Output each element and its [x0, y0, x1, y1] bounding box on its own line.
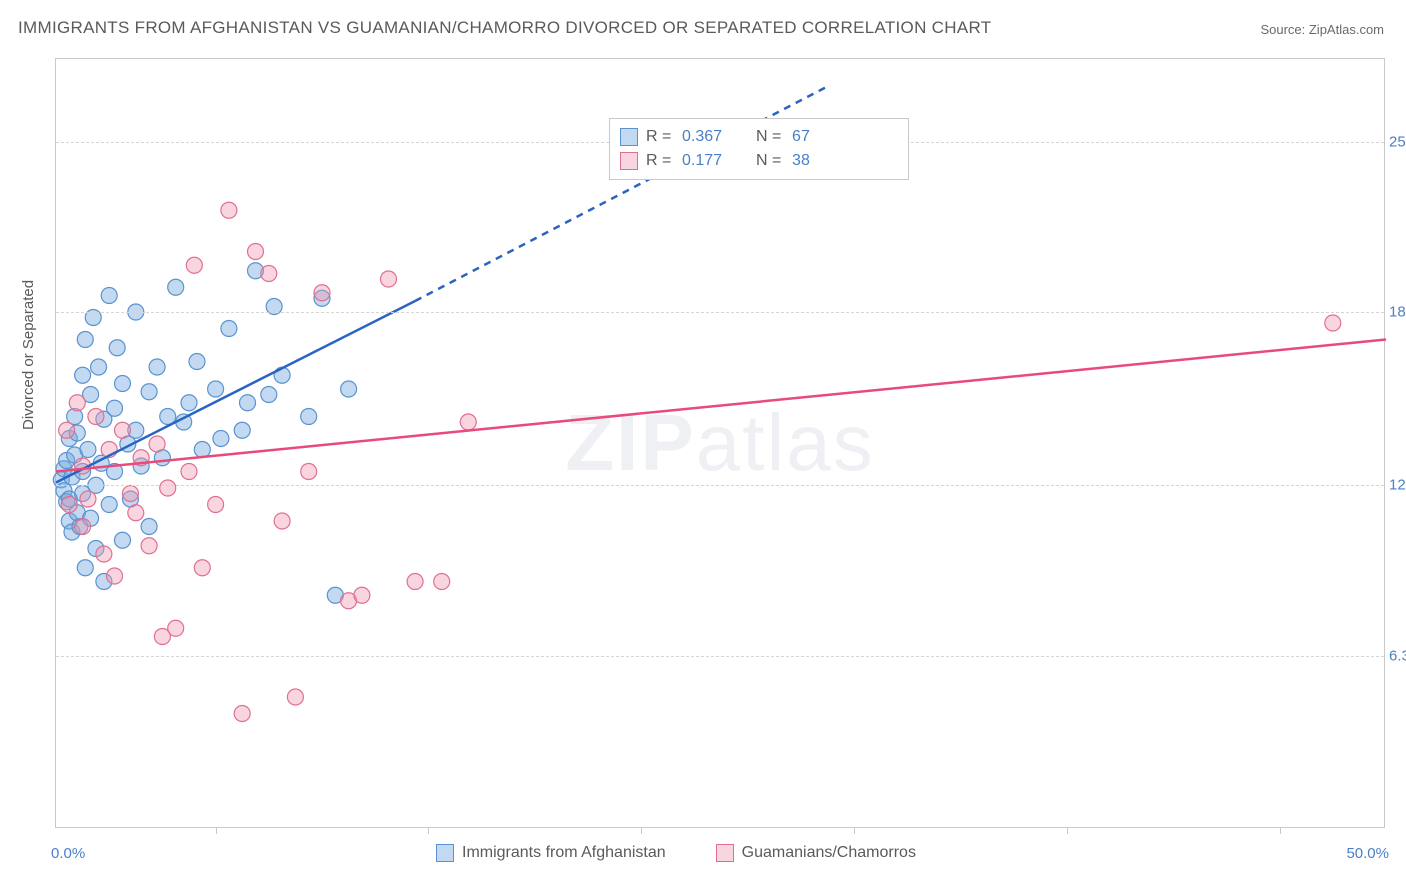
- data-point: [115, 422, 131, 438]
- x-tick-mark: [1067, 827, 1068, 834]
- y-tick-label: 12.5%: [1389, 477, 1406, 494]
- data-point: [149, 436, 165, 452]
- data-point: [189, 354, 205, 370]
- y-tick-label: 25.0%: [1389, 133, 1406, 150]
- data-point: [341, 381, 357, 397]
- r-value: 0.367: [682, 128, 722, 146]
- data-point: [109, 340, 125, 356]
- legend-correlation-box: R = 0.367 N = 67 R = 0.177 N = 38: [609, 118, 909, 180]
- data-point: [61, 497, 77, 513]
- data-point: [234, 706, 250, 722]
- legend-row-series1: R = 0.367 N = 67: [620, 125, 898, 149]
- data-point: [194, 560, 210, 576]
- data-point: [261, 266, 277, 282]
- data-point: [115, 532, 131, 548]
- data-point: [301, 409, 317, 425]
- source-attribution: Source: ZipAtlas.com: [1260, 22, 1384, 37]
- legend-swatch-pink: [716, 844, 734, 862]
- gridline-h: [56, 656, 1384, 657]
- legend-label: Guamanians/Chamorros: [742, 844, 916, 862]
- data-point: [186, 257, 202, 273]
- data-point: [234, 422, 250, 438]
- legend-item-series1: Immigrants from Afghanistan: [436, 844, 666, 862]
- data-point: [181, 464, 197, 480]
- data-point: [287, 689, 303, 705]
- data-point: [261, 387, 277, 403]
- x-tick-mark: [854, 827, 855, 834]
- data-point: [107, 568, 123, 584]
- r-label: R =: [646, 152, 674, 170]
- data-point: [168, 620, 184, 636]
- data-point: [1325, 315, 1341, 331]
- data-point: [115, 376, 131, 392]
- data-point: [128, 505, 144, 521]
- y-tick-label: 6.3%: [1389, 647, 1406, 664]
- r-value: 0.177: [682, 152, 722, 170]
- data-point: [460, 414, 476, 430]
- data-point: [77, 560, 93, 576]
- data-point: [88, 409, 104, 425]
- data-point: [213, 431, 229, 447]
- data-point: [274, 367, 290, 383]
- x-tick-mark: [216, 827, 217, 834]
- data-point: [96, 546, 112, 562]
- n-value: 38: [792, 152, 810, 170]
- data-point: [141, 538, 157, 554]
- legend-row-series2: R = 0.177 N = 38: [620, 149, 898, 173]
- x-tick-max: 50.0%: [1346, 845, 1389, 862]
- chart-plot-area: ZIPatlas 6.3%12.5%18.8%25.0% 0.0% 50.0% …: [55, 58, 1385, 828]
- data-point: [75, 367, 91, 383]
- legend-series-box: Immigrants from Afghanistan Guamanians/C…: [436, 844, 916, 862]
- legend-swatch-blue: [436, 844, 454, 862]
- data-point: [240, 395, 256, 411]
- data-point: [101, 497, 117, 513]
- legend-swatch-blue: [620, 128, 638, 146]
- data-point: [141, 519, 157, 535]
- data-point: [149, 359, 165, 375]
- data-point: [194, 442, 210, 458]
- data-point: [80, 442, 96, 458]
- legend-swatch-pink: [620, 152, 638, 170]
- n-label: N =: [756, 152, 784, 170]
- gridline-h: [56, 485, 1384, 486]
- data-point: [354, 587, 370, 603]
- gridline-h: [56, 312, 1384, 313]
- legend-label: Immigrants from Afghanistan: [462, 844, 666, 862]
- data-point: [274, 513, 290, 529]
- data-point: [80, 491, 96, 507]
- data-point: [381, 271, 397, 287]
- n-label: N =: [756, 128, 784, 146]
- r-label: R =: [646, 128, 674, 146]
- data-point: [160, 480, 176, 496]
- data-point: [101, 288, 117, 304]
- x-tick-mark: [428, 827, 429, 834]
- data-point: [314, 285, 330, 301]
- data-point: [407, 574, 423, 590]
- data-point: [59, 422, 75, 438]
- x-tick-mark: [641, 827, 642, 834]
- data-point: [181, 395, 197, 411]
- data-point: [434, 574, 450, 590]
- data-point: [168, 279, 184, 295]
- n-value: 67: [792, 128, 810, 146]
- data-point: [208, 497, 224, 513]
- data-point: [208, 381, 224, 397]
- data-point: [77, 332, 93, 348]
- x-tick-mark: [1280, 827, 1281, 834]
- chart-title: IMMIGRANTS FROM AFGHANISTAN VS GUAMANIAN…: [18, 18, 991, 38]
- data-point: [221, 202, 237, 218]
- data-point: [248, 244, 264, 260]
- data-point: [69, 395, 85, 411]
- data-point: [122, 486, 138, 502]
- data-point: [301, 464, 317, 480]
- x-tick-min: 0.0%: [51, 845, 85, 862]
- legend-item-series2: Guamanians/Chamorros: [716, 844, 916, 862]
- data-point: [75, 519, 91, 535]
- y-tick-label: 18.8%: [1389, 304, 1406, 321]
- data-point: [221, 321, 237, 337]
- data-point: [107, 400, 123, 416]
- data-point: [91, 359, 107, 375]
- data-point: [141, 384, 157, 400]
- y-axis-label: Divorced or Separated: [20, 280, 37, 430]
